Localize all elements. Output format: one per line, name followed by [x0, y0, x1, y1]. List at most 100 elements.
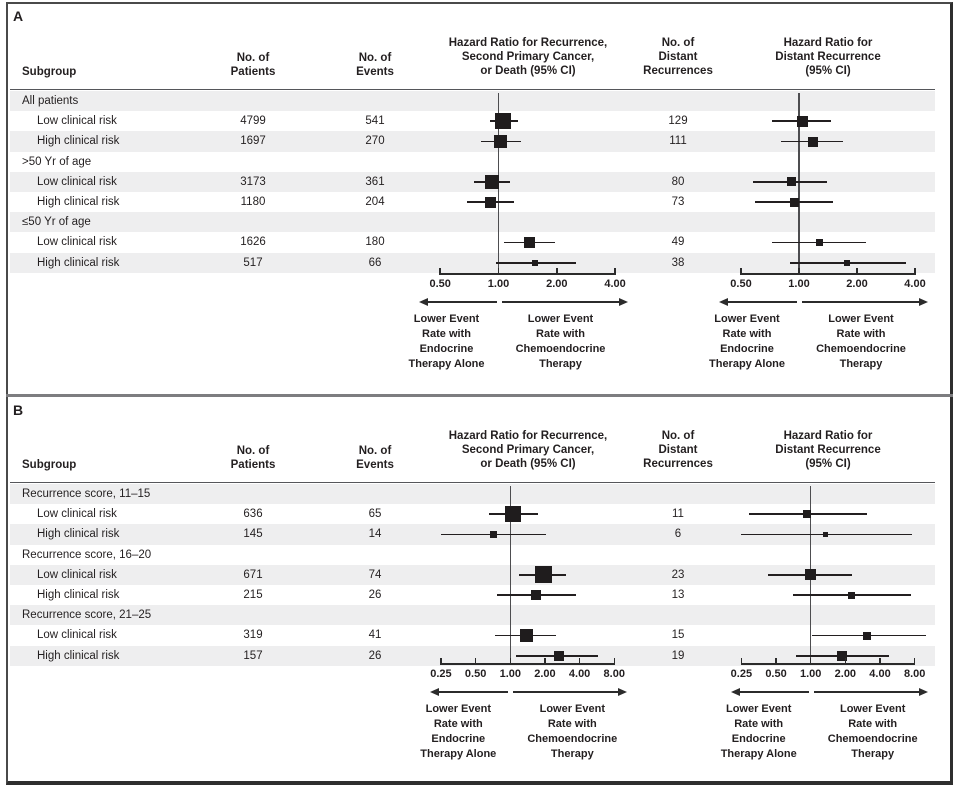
panel-label: B — [13, 402, 24, 418]
arrow-left — [438, 691, 509, 693]
subgroup-label: High clinical risk — [37, 256, 120, 269]
events-value: 41 — [368, 629, 382, 642]
header-underline — [10, 482, 935, 484]
hr-marker — [815, 239, 823, 246]
row-stripe — [10, 212, 935, 233]
header-underline — [10, 89, 935, 91]
events-value: 66 — [368, 256, 382, 269]
hr-marker — [786, 177, 796, 187]
arrow-label-chemoendocrine: Lower Event Rate with Chemoendocrine The… — [827, 703, 918, 760]
arrow-right-head — [919, 297, 928, 306]
hr-marker — [843, 259, 850, 266]
hr-marker — [485, 174, 500, 189]
axis-tick — [879, 658, 881, 663]
events-value: 361 — [365, 175, 385, 188]
events-value: 65 — [368, 508, 382, 521]
axis-tick — [474, 658, 477, 663]
axis-tick-label: 0.50 — [429, 278, 451, 290]
events-value: 74 — [368, 568, 382, 581]
events-value: 180 — [365, 236, 385, 249]
hr-marker — [805, 569, 817, 581]
subgroup-group-label: >50 Yr of age — [22, 155, 92, 168]
patients-value: 215 — [243, 589, 263, 601]
axis-tick-label: 0.25 — [730, 668, 753, 680]
axis-tick-label: 8.00 — [603, 668, 625, 680]
column-header-hr-recurrence: Hazard Ratio for Recurrence, Second Prim… — [448, 430, 608, 470]
arrow-label-chemoendocrine: Lower Event Rate with Chemoendocrine The… — [515, 313, 606, 370]
hr-marker — [796, 115, 808, 127]
axis-tick-label: 0.25 — [430, 668, 452, 680]
axis-tick-label: 2.00 — [846, 278, 868, 290]
distant-recurrences-value: 23 — [671, 568, 685, 581]
row-stripe — [10, 484, 935, 505]
arrow-left — [738, 691, 809, 693]
column-header-hr-recurrence: Hazard Ratio for Recurrence, Second Prim… — [448, 37, 608, 77]
hr-marker — [523, 237, 535, 248]
arrow-left-head — [430, 687, 440, 696]
arrow-label-endocrine: Lower Event Rate with Endocrine Therapy … — [709, 313, 785, 370]
axis-tick-label: 2.00 — [834, 668, 857, 680]
hr-marker — [836, 650, 847, 661]
hr-marker — [504, 506, 521, 523]
subgroup-label: Low clinical risk — [37, 629, 117, 642]
axis-tick — [798, 268, 800, 273]
patients-value: 1697 — [240, 135, 266, 148]
distant-recurrences-value: 80 — [671, 175, 685, 188]
axis-tick-label: 4.00 — [904, 278, 926, 290]
arrow-label-chemoendocrine: Lower Event Rate with Chemoendocrine The… — [527, 703, 618, 760]
events-value: 26 — [368, 649, 382, 662]
subgroup-label: High clinical risk — [37, 649, 120, 662]
hr-marker — [863, 631, 872, 640]
column-header-distant-recurrences: No. of Distant Recurrences — [643, 37, 713, 77]
subgroup-label: Low clinical risk — [37, 236, 117, 249]
patients-value: 157 — [243, 649, 263, 662]
distant-recurrences-value: 49 — [671, 236, 685, 249]
row-stripe — [10, 131, 935, 152]
arrow-right — [513, 691, 619, 693]
axis-tick-label: 0.50 — [464, 668, 487, 680]
row-stripe — [10, 171, 935, 192]
patients-value: 1626 — [240, 236, 266, 249]
axis-tick-label: 4.00 — [869, 668, 891, 680]
column-header-hr-distant: Hazard Ratio for Distant Recurrence (95%… — [775, 430, 881, 470]
axis-line — [440, 663, 616, 665]
hr-marker — [790, 197, 800, 207]
row-stripe — [10, 91, 935, 112]
distant-recurrences-value: 129 — [668, 115, 688, 128]
hr-marker — [532, 259, 539, 266]
axis-tick-label: 8.00 — [903, 668, 926, 680]
column-header-hr-distant: Hazard Ratio for Distant Recurrence (95%… — [775, 37, 881, 77]
reference-line — [509, 486, 511, 663]
axis-tick — [856, 268, 858, 273]
column-header-distant-recurrences: No. of Distant Recurrences — [643, 430, 713, 470]
axis-tick — [844, 658, 847, 663]
axis-line — [740, 663, 916, 665]
events-value: 204 — [365, 196, 385, 208]
subgroup-label: High clinical risk — [37, 528, 120, 541]
subgroup-label: Low clinical risk — [37, 175, 117, 188]
axis-tick — [740, 268, 742, 273]
distant-recurrences-value: 38 — [671, 256, 685, 269]
subgroup-label: Low clinical risk — [37, 115, 117, 128]
hr-marker — [495, 113, 512, 130]
events-value: 14 — [368, 528, 382, 541]
arrow-left — [727, 301, 797, 303]
arrow-label-endocrine: Lower Event Rate with Endocrine Therapy … — [420, 703, 497, 760]
column-header-patients: No. of Patients — [230, 445, 276, 471]
subgroup-group-label: Recurrence score, 11–15 — [22, 488, 151, 500]
panel-label: A — [13, 8, 24, 24]
figure-border — [6, 2, 953, 785]
subgroup-group-label: All patients — [22, 95, 79, 107]
subgroup-label: Low clinical risk — [37, 568, 117, 581]
axis-tick-label: 0.50 — [730, 278, 752, 290]
distant-recurrences-value: 73 — [671, 196, 685, 208]
arrow-left-head — [418, 297, 428, 306]
axis-tick-label: 0.50 — [765, 668, 787, 680]
distant-recurrences-value: 15 — [671, 629, 685, 642]
axis-tick — [740, 658, 743, 663]
axis-tick — [439, 268, 441, 273]
hr-marker — [807, 136, 818, 147]
arrow-left-head — [719, 297, 728, 306]
axis-tick — [544, 658, 546, 663]
